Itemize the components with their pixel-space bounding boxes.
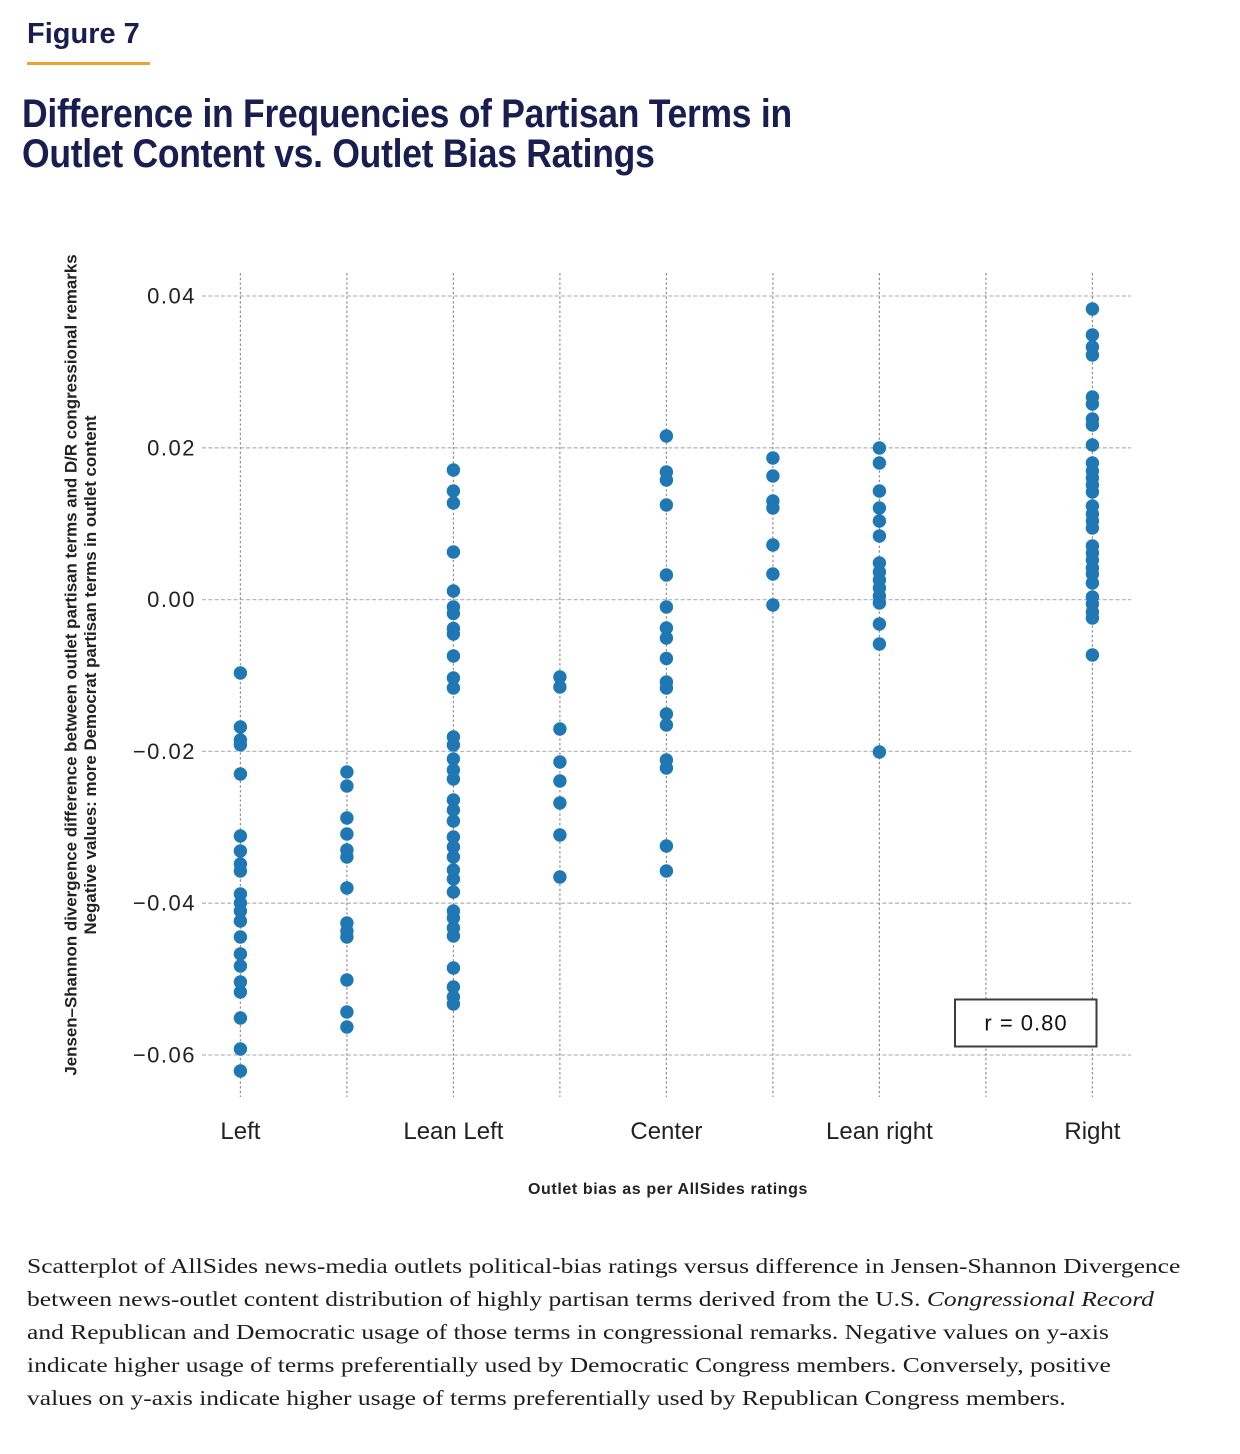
- svg-text:Right: Right: [1064, 1118, 1120, 1145]
- svg-text:−0.02: −0.02: [133, 739, 196, 764]
- svg-text:r = 0.80: r = 0.80: [984, 1011, 1067, 1036]
- svg-text:−0.04: −0.04: [133, 891, 196, 916]
- svg-text:Negative values: more Democrat: Negative values: more Democrat partisan …: [81, 415, 100, 934]
- svg-text:Lean Left: Lean Left: [403, 1118, 503, 1145]
- svg-text:Left: Left: [220, 1118, 260, 1145]
- svg-text:Center: Center: [630, 1118, 702, 1145]
- svg-text:0.02: 0.02: [147, 435, 196, 460]
- svg-text:0.00: 0.00: [147, 587, 196, 612]
- svg-text:Lean right: Lean right: [826, 1118, 933, 1145]
- svg-text:−0.06: −0.06: [133, 1043, 196, 1068]
- svg-text:Outlet bias as per AllSides ra: Outlet bias as per AllSides ratings: [528, 1181, 808, 1198]
- svg-text:Jensen–Shannon divergence diff: Jensen–Shannon divergence difference bet…: [62, 254, 81, 1075]
- svg-text:0.04: 0.04: [147, 284, 196, 309]
